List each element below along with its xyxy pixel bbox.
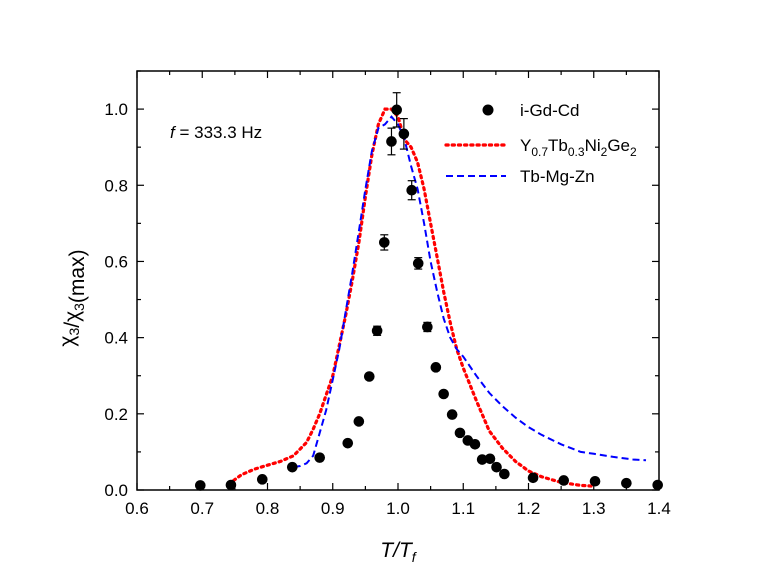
data-point [469, 438, 481, 450]
data-point [398, 128, 410, 140]
data-point [621, 477, 632, 489]
data-point [363, 371, 375, 382]
axis-ticks [136, 70, 660, 491]
x-tick-label: 0.7 [190, 499, 214, 518]
x-tick-label: 0.6 [125, 499, 149, 518]
data-point [314, 452, 326, 463]
tick-labels: 0.6 0.7 0.8 0.9 1.0 1.1 1.2 1.3 1.4 0.0 0.2 0.4 0.6 0… [104, 100, 670, 518]
x-tick-label: 1.3 [582, 499, 606, 518]
data-point [194, 480, 206, 491]
data-point [256, 474, 268, 485]
data-point [406, 184, 418, 196]
y-tick-label: 0.0 [104, 481, 128, 500]
data-point [353, 416, 365, 427]
data-point [558, 475, 570, 486]
data-point [422, 321, 433, 333]
data-point [491, 461, 502, 473]
x-axis-title: T/Tf [380, 539, 418, 565]
data-point [484, 453, 496, 465]
legend: i-Gd-Cd Y0.7Tb0.3Ni2Ge2 Tb-Mg-Zn [444, 101, 637, 186]
x-tick-label: 1.4 [647, 499, 671, 518]
y-tick-label: 1.0 [104, 100, 128, 119]
frequency-symbol: f [170, 123, 177, 142]
data-point [342, 437, 354, 449]
data-point [476, 454, 488, 465]
x-tick-label: 0.9 [321, 499, 345, 518]
y-tick-label: 0.6 [104, 252, 128, 271]
data-point [430, 362, 442, 373]
y-tick-label: 0.2 [104, 405, 128, 424]
data-point [454, 427, 466, 439]
data-point [589, 475, 601, 487]
legend-label-ytbnige: Y0.7Tb0.3Ni2Ge2 [520, 136, 637, 159]
legend-label-igdcd: i-Gd-Cd [520, 101, 580, 120]
x-tick-label: 1.2 [517, 499, 541, 518]
legend-marker-igdcd [482, 104, 494, 116]
series-line-tbmgzn [293, 115, 647, 469]
data-point [652, 479, 663, 491]
series-layer [194, 92, 663, 491]
y-tick-label: 0.8 [104, 176, 128, 195]
frequency-value: = 333.3 Hz [175, 123, 262, 142]
data-point [412, 258, 424, 269]
data-point [527, 472, 539, 484]
data-point [378, 237, 390, 248]
data-point [286, 461, 298, 473]
data-point [438, 388, 449, 400]
y-tick-label: 0.4 [104, 329, 128, 348]
data-point [391, 104, 402, 116]
data-point [225, 479, 237, 491]
data-point [386, 136, 397, 147]
x-tick-label: 1.1 [451, 499, 475, 518]
series-line-ytbnige [232, 107, 596, 488]
legend-label-tbmgzn: Tb-Mg-Zn [520, 167, 595, 186]
data-point [446, 409, 458, 420]
x-tick-label: 0.8 [256, 499, 280, 518]
y-axis-title: χ3/χ3(max) [56, 249, 89, 346]
x-tick-label: 1.0 [386, 499, 410, 518]
frequency-annotation: f = 333.3 Hz [170, 123, 262, 142]
data-point [371, 325, 383, 337]
data-point [499, 468, 510, 480]
